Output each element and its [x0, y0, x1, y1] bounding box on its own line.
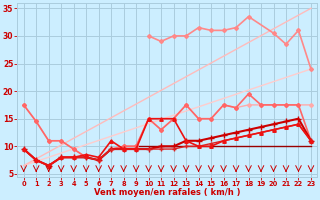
X-axis label: Vent moyen/en rafales ( km/h ): Vent moyen/en rafales ( km/h ): [94, 188, 241, 197]
